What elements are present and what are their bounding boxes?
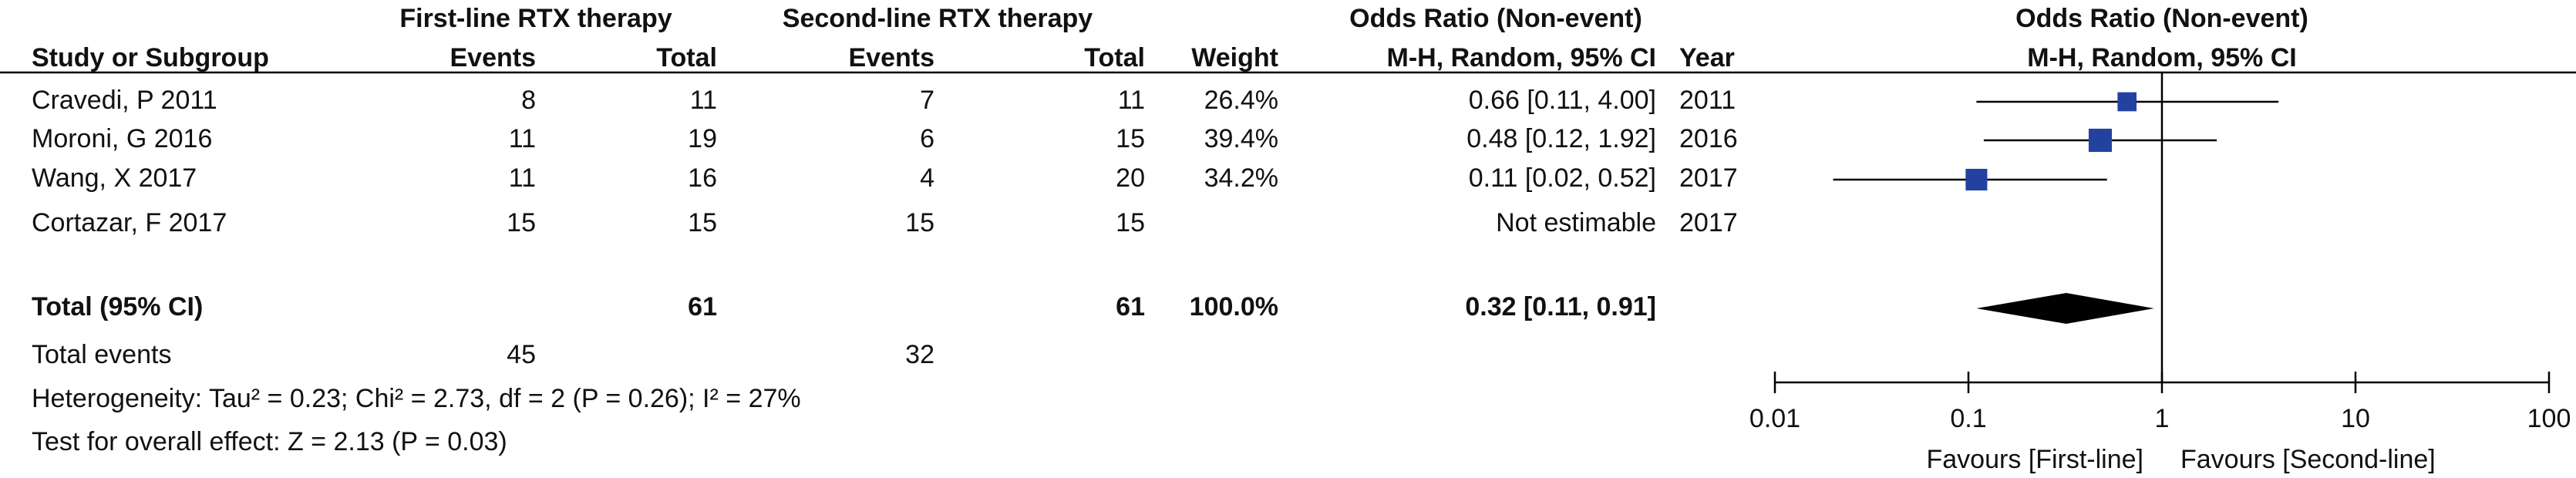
effect-estimate: Not estimable [1496,208,1656,237]
heterogeneity: Heterogeneity: Tau² = 0.23; Chi² = 2.73,… [32,384,801,413]
study-name: Cravedi, P 2011 [32,86,217,115]
cell: 15 [688,208,717,237]
x-tick-label: 0.01 [1749,404,1800,433]
column-header: Events [450,43,537,72]
x-tick-label: 10 [2341,404,2370,433]
year: 2017 [1679,163,1738,193]
column-header: Total [1084,43,1145,72]
column-header: Year [1679,43,1735,72]
effect-estimate: 0.48 [0.12, 1.92] [1466,124,1656,153]
overall-effect: Test for overall effect: Z = 2.13 (P = 0… [32,427,507,456]
cell: 19 [688,124,717,153]
effect-estimate: 0.11 [0.02, 0.52] [1469,163,1656,193]
summary-diamond [1976,293,2154,324]
favours-label: Favours [Second-line] [2180,445,2436,474]
cell: 8 [521,86,536,115]
cell: 11 [509,124,536,153]
study-name: Moroni, G 2016 [32,124,212,153]
cell: 15 [507,208,536,237]
total-estimate: 0.32 [0.11, 0.91] [1465,292,1656,321]
total-name: Total (95% CI) [32,292,203,321]
plot-subtitle: M-H, Random, 95% CI [2027,43,2296,72]
cell: 16 [688,163,717,193]
study-marker [1965,168,1988,191]
cell: 11 [1118,86,1145,115]
column-header: M-H, Random, 95% CI [1387,43,1656,72]
cell: 11 [690,86,717,115]
x-tick-label: 0.1 [1950,404,1986,433]
study-name: Cortazar, F 2017 [32,208,227,237]
total-cell: 61 [688,292,717,321]
column-header: Events [849,43,935,72]
favours-label: Favours [First-line] [1927,445,2144,474]
column-header: Total [656,43,717,72]
effect-estimate: 0.66 [0.11, 4.00] [1469,86,1656,115]
cell: 4 [920,163,934,193]
group-header: Second-line RTX therapy [783,4,1093,33]
cell: 20 [1116,163,1145,193]
weight: 26.4% [1204,86,1278,115]
cell: 11 [509,163,536,193]
study-marker [2117,92,2137,112]
weight: 34.2% [1204,163,1278,193]
column-header: Weight [1191,43,1278,72]
weight: 39.4% [1204,124,1278,153]
total-events: 32 [905,340,934,369]
x-tick-label: 100 [2527,404,2571,433]
column-header: Study or Subgroup [32,43,269,72]
plot-title: Odds Ratio (Non-event) [2015,4,2308,33]
group-header: First-line RTX therapy [399,4,672,33]
cell: 7 [920,86,934,115]
year: 2017 [1679,208,1738,237]
study-name: Wang, X 2017 [32,163,197,193]
cell: 15 [1116,208,1145,237]
cell: 6 [920,124,934,153]
year: 2011 [1679,86,1736,115]
total-events: 45 [507,340,536,369]
cell: 15 [905,208,934,237]
total-events-label: Total events [32,340,171,369]
total-weight: 100.0% [1190,292,1278,321]
total-cell: 61 [1116,292,1145,321]
study-marker [2088,128,2113,153]
year: 2016 [1679,124,1738,153]
cell: 15 [1116,124,1145,153]
x-tick-label: 1 [2155,404,2170,433]
effect-header: Odds Ratio (Non-event) [1349,4,1642,33]
